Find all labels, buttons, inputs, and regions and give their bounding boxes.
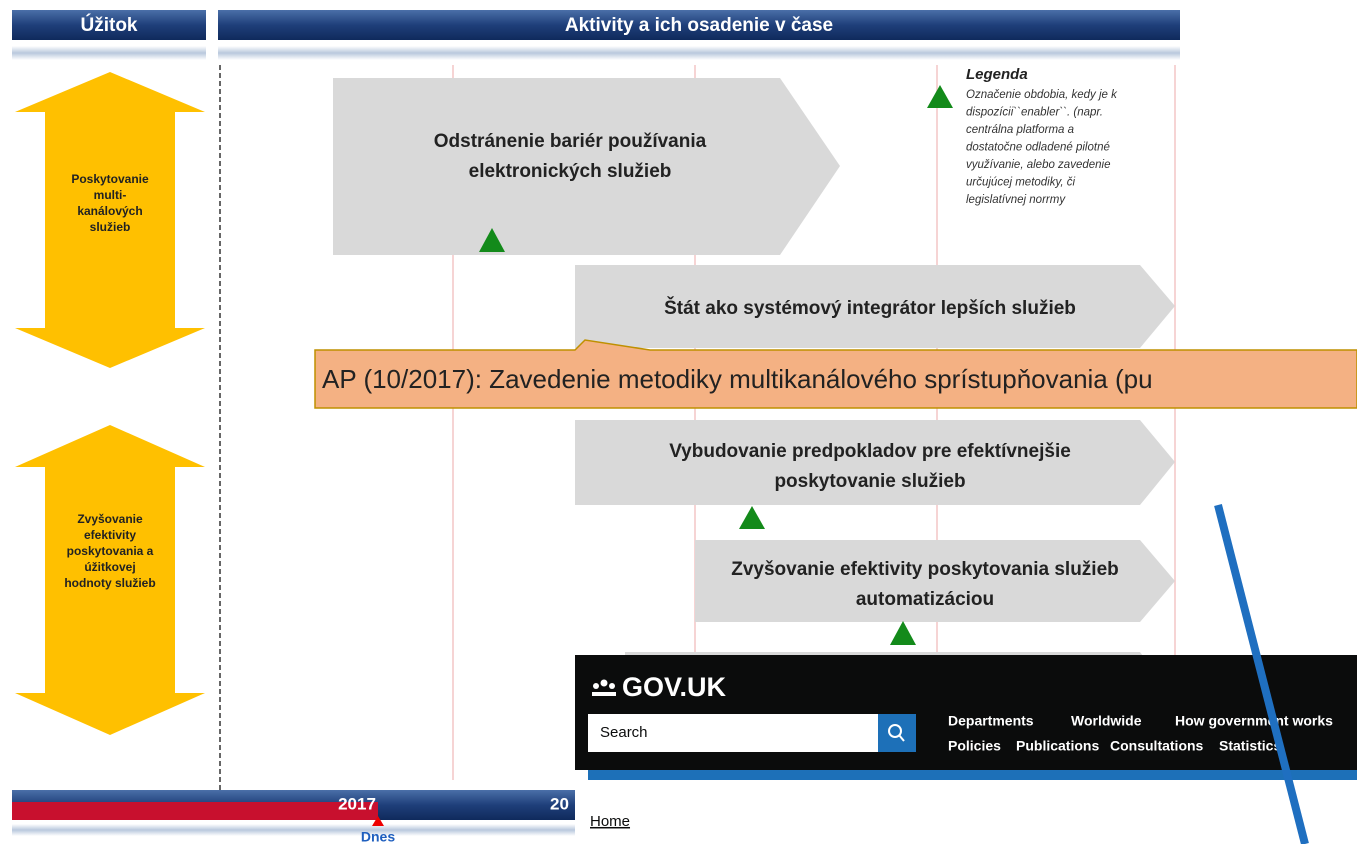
benefit-label: kanálových <box>77 204 142 218</box>
activity-label: Zvyšovanie efektivity poskytovania služi… <box>731 559 1119 580</box>
page: Úžitok Aktivity a ich osadenie v čase Po… <box>0 0 1357 844</box>
activity-label: elektronických služieb <box>469 161 672 182</box>
govuk-logo: GOV.UK <box>622 672 727 702</box>
benefit-label: efektivity <box>84 528 136 542</box>
legend-title: Legenda <box>966 66 1028 83</box>
nav-link[interactable]: Statistics <box>1219 738 1281 754</box>
nav-link[interactable]: Consultations <box>1110 738 1204 754</box>
elapsed-bar <box>12 802 378 820</box>
breadcrumb[interactable]: Home <box>590 813 630 830</box>
search-button[interactable] <box>878 714 916 752</box>
legend-text: využívanie, alebo zavedenie <box>966 159 1111 171</box>
nav-link[interactable]: Publications <box>1016 738 1099 754</box>
legend-text: dostatočne odladené pilotné <box>966 142 1110 154</box>
year-label: 2017 <box>338 794 376 813</box>
search-placeholder: Search <box>600 724 648 741</box>
legend-text: legislatívnej norrmy <box>966 194 1066 206</box>
activity-label: Štát ako systémový integrátor lepších sl… <box>664 297 1076 319</box>
year-label: 20 <box>550 794 569 813</box>
legend-text: určujúcej metodiky, či <box>966 177 1076 189</box>
today-label: Dnes <box>361 829 395 844</box>
nav-link[interactable]: How government works <box>1175 713 1333 729</box>
header-title: Aktivity a ich osadenie v čase <box>565 15 833 36</box>
header-shadow <box>218 46 1180 60</box>
activity-label: poskytovanie služieb <box>774 471 965 492</box>
activity-label: automatizáciou <box>856 589 994 610</box>
activity-label: Odstránenie bariér používania <box>434 131 707 152</box>
benefit-label: Zvyšovanie <box>77 512 143 526</box>
activity-label: Vybudovanie predpokladov pre efektívnejš… <box>669 441 1071 462</box>
legend-text: Označenie obdobia, kedy je k <box>966 89 1118 101</box>
benefit-label: poskytovania a <box>67 544 154 558</box>
header-title: Úžitok <box>81 14 138 36</box>
benefit-label: multi- <box>94 188 127 202</box>
legend-text: dispozícii``enabler``. (napr. <box>966 107 1103 119</box>
nav-link[interactable]: Policies <box>948 738 1001 754</box>
header-shadow <box>12 46 206 60</box>
benefit-label: Poskytovanie <box>71 172 149 186</box>
benefit-label: služieb <box>90 220 131 234</box>
nav-link[interactable]: Worldwide <box>1071 713 1142 729</box>
nav-link[interactable]: Departments <box>948 713 1034 729</box>
callout-text: AP (10/2017): Zavedenie metodiky multika… <box>322 364 1153 394</box>
govuk-stripe <box>588 770 1357 780</box>
benefit-label: hodnoty služieb <box>64 576 155 590</box>
benefit-label: úžitkovej <box>84 560 135 574</box>
slide: Úžitok Aktivity a ich osadenie v čase Po… <box>0 0 1357 844</box>
legend-text: centrálna platforma a <box>966 124 1074 136</box>
